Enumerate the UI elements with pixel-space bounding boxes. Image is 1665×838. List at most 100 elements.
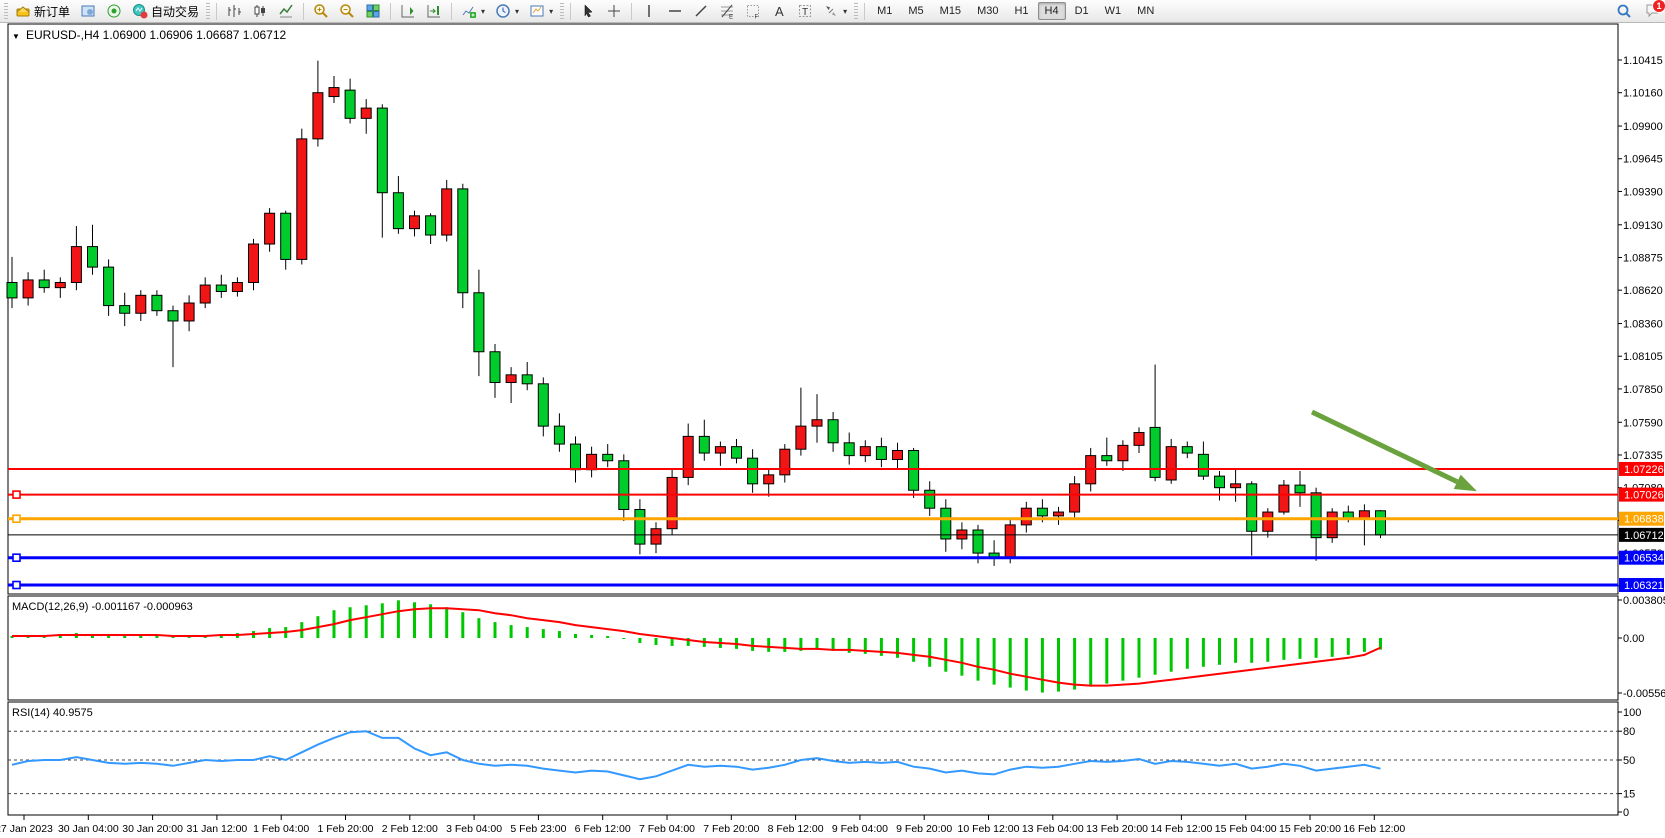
svg-text:1.08105: 1.08105: [1623, 351, 1663, 363]
notifications-button[interactable]: 1: [1645, 0, 1665, 21]
clock-icon: [495, 3, 511, 19]
svg-text:1.07026: 1.07026: [1624, 490, 1664, 502]
zoom-in-button[interactable]: [308, 1, 334, 21]
auto-trading-button[interactable]: 自动交易: [127, 1, 204, 22]
trendline-icon: [693, 3, 709, 19]
svg-text:0: 0: [1623, 807, 1629, 819]
svg-text:E: E: [729, 15, 733, 20]
label-tool-button[interactable]: T: [792, 1, 818, 21]
new-order-button[interactable]: 新订单: [10, 1, 75, 22]
trendline-tool-button[interactable]: [688, 1, 714, 21]
horizontal-line-object[interactable]: 1.06534: [8, 550, 1664, 565]
main-panel[interactable]: [7, 23, 1619, 595]
horizontal-line-object[interactable]: 1.06321: [8, 578, 1664, 593]
channel-icon: F: [745, 3, 761, 19]
svg-text:1.09645: 1.09645: [1623, 154, 1663, 166]
separator: [864, 2, 866, 20]
timeframe-button-MN[interactable]: MN: [1137, 5, 1155, 17]
svg-text:14 Feb 12:00: 14 Feb 12:00: [1150, 823, 1212, 835]
auto-scroll-icon: [400, 3, 416, 19]
horizontal-line-tool-button[interactable]: [662, 1, 688, 21]
svg-text:0.003805: 0.003805: [1623, 595, 1665, 607]
timeframe-button-W1[interactable]: W1: [1104, 5, 1122, 17]
indicators-button[interactable]: ▾: [456, 1, 490, 21]
indicators-icon: [461, 3, 477, 19]
toolbar-grip[interactable]: [4, 3, 8, 19]
svg-text:F: F: [755, 15, 759, 20]
channel-tool-button[interactable]: F: [740, 1, 766, 21]
vertical-line-tool-button[interactable]: [636, 1, 662, 21]
line-chart-button[interactable]: [273, 1, 299, 21]
macd-label: MACD(12,26,9) -0.001167 -0.000963: [12, 601, 193, 613]
timeframe-button-M5[interactable]: M5: [908, 5, 924, 17]
market-depth-button[interactable]: [75, 1, 101, 21]
text-tool-button[interactable]: A: [766, 1, 792, 21]
chart-area[interactable]: 1.10415 1.10160 1.09900 1.09645 1.09390 1.091…: [0, 23, 1665, 838]
toolbar-grip: [560, 3, 565, 19]
auto-trading-label: 自动交易: [151, 4, 200, 19]
svg-text:T: T: [802, 7, 808, 18]
shapes-tool-button[interactable]: ▾: [818, 1, 852, 21]
fibonacci-icon: E: [719, 3, 735, 19]
timeframe-button-M15[interactable]: M15: [939, 5, 962, 17]
toolbar: 新订单 自动交易 ▾ ▾ ▾ E F A T ▾ M: [0, 0, 1665, 23]
trend-arrow[interactable]: [1310, 409, 1477, 492]
time-axis[interactable]: 27 Jan 2023 30 Jan 04:00 30 Jan 20:00 31 Ja…: [0, 815, 1405, 835]
search-button[interactable]: [1611, 1, 1637, 21]
line-chart-icon: [278, 3, 294, 19]
timeframe-group: M1 M5 M15 M30 H1 H4 D1 W1 MN: [869, 0, 1162, 22]
candlestick-button[interactable]: [247, 1, 273, 21]
svg-text:31 Jan 12:00: 31 Jan 12:00: [187, 823, 248, 835]
timeframe-button-H4[interactable]: H4: [1037, 2, 1066, 20]
auto-scroll-button[interactable]: [395, 1, 421, 21]
rsi-levels: [8, 730, 1618, 795]
chart-title[interactable]: ▼ EURUSD-,H4 1.06900 1.06906 1.06687 1.06…: [12, 28, 287, 42]
toolbar-grip: [854, 3, 859, 19]
signals-button[interactable]: [101, 1, 127, 21]
svg-text:1.09900: 1.09900: [1623, 121, 1663, 133]
crosshair-tool-button[interactable]: [601, 1, 627, 21]
svg-text:30 Jan 20:00: 30 Jan 20:00: [122, 823, 183, 835]
svg-text:A: A: [775, 4, 784, 19]
macd-axis: 0.003805 0.00 -0.005569: [1618, 595, 1665, 700]
bar-chart-button[interactable]: [221, 1, 247, 21]
horizontal-line-object[interactable]: 1.06838: [8, 511, 1664, 526]
periods-button[interactable]: ▾: [490, 1, 524, 21]
svg-text:13 Feb 04:00: 13 Feb 04:00: [1022, 823, 1084, 835]
timeframe-button-M30[interactable]: M30: [977, 5, 999, 17]
timeframe-button-D1[interactable]: D1: [1074, 5, 1089, 17]
zoom-out-button[interactable]: [334, 1, 360, 21]
separator: [216, 2, 218, 20]
templates-button[interactable]: ▾: [524, 1, 558, 21]
fibonacci-tool-button[interactable]: E: [714, 1, 740, 21]
tile-windows-button[interactable]: [360, 1, 386, 21]
svg-text:9 Feb 20:00: 9 Feb 20:00: [896, 823, 952, 835]
svg-text:1.07850: 1.07850: [1623, 384, 1663, 396]
toolbar-grip: [206, 3, 211, 19]
tile-windows-icon: [365, 3, 381, 19]
separator: [390, 2, 392, 20]
svg-text:27 Jan 2023: 27 Jan 2023: [0, 823, 53, 835]
separator: [303, 2, 305, 20]
svg-text:0.00: 0.00: [1623, 633, 1644, 645]
bar-chart-icon: [226, 3, 242, 19]
candlestick-icon: [252, 3, 268, 19]
horizontal-line-object[interactable]: 1.06712: [8, 527, 1664, 542]
svg-text:1.06712: 1.06712: [1624, 530, 1664, 542]
timeframe-button-M1[interactable]: M1: [877, 5, 893, 17]
rsi-axis: 100 80 50 15 0: [1618, 707, 1641, 819]
svg-text:7 Feb 20:00: 7 Feb 20:00: [703, 823, 759, 835]
separator: [570, 2, 572, 20]
chart-shift-button[interactable]: [421, 1, 447, 21]
zoom-out-icon: [339, 3, 355, 19]
separator: [631, 2, 633, 20]
svg-text:1.07590: 1.07590: [1623, 417, 1663, 429]
svg-text:7 Feb 04:00: 7 Feb 04:00: [639, 823, 695, 835]
horizontal-line-object[interactable]: 1.07226: [8, 461, 1664, 476]
cursor-tool-button[interactable]: [575, 1, 601, 21]
timeframe-button-H1[interactable]: H1: [1014, 5, 1029, 17]
horizontal-line-object[interactable]: 1.07026: [8, 487, 1664, 502]
svg-text:▼: ▼: [12, 32, 20, 41]
separator: [451, 2, 453, 20]
